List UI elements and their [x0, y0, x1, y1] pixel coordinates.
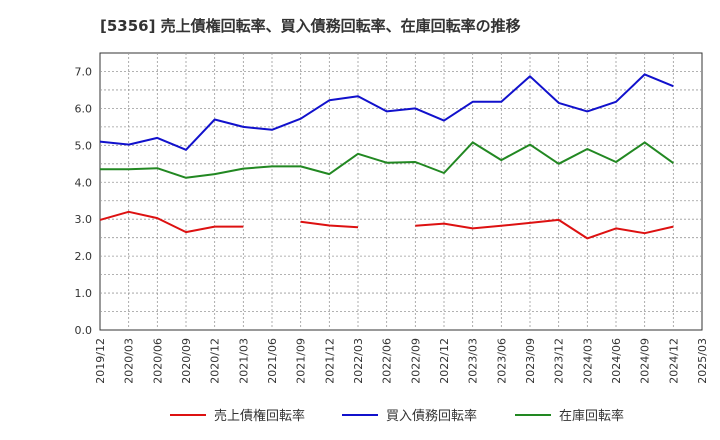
legend: 売上債権回転率 買入債務回転率 在庫回転率 [170, 408, 624, 424]
y-tick-label: 3.0 [75, 213, 93, 226]
series-line-0 [300, 220, 359, 229]
x-tick-label: 2021/12 [323, 338, 336, 384]
series-line-0 [99, 210, 244, 234]
legend-label: 買入債務回転率 [386, 408, 477, 424]
x-tick-label: 2022/09 [409, 338, 422, 384]
legend-label: 在庫回転率 [559, 408, 624, 424]
chart-title: [5356] 売上債権回転率、買入債務回転率、在庫回転率の推移 [100, 17, 521, 35]
x-axis: 2019/12 2020/03 2020/06 2020/09 2020/12 2021/… [94, 338, 709, 384]
y-tick-label: 5.0 [75, 139, 93, 152]
x-tick-label: 2021/09 [295, 338, 308, 384]
y-tick-label: 7.0 [75, 65, 93, 78]
grid [100, 53, 702, 330]
x-tick-label: 2022/03 [352, 338, 365, 384]
x-tick-label: 2022/06 [381, 338, 394, 384]
x-tick-label: 2023/09 [524, 338, 537, 384]
series-line-1 [99, 73, 674, 151]
x-tick-label: 2019/12 [94, 338, 107, 384]
x-tick-label: 2023/06 [495, 338, 508, 384]
y-axis: 0.0 1.0 2.0 3.0 4.0 5.0 6.0 7.0 [75, 65, 93, 337]
x-tick-label: 2022/12 [438, 338, 451, 384]
plot-area [99, 52, 703, 331]
y-tick-label: 0.0 [75, 324, 93, 337]
y-tick-label: 2.0 [75, 250, 93, 263]
x-tick-label: 2025/03 [696, 338, 709, 384]
x-tick-label: 2023/12 [553, 338, 566, 384]
x-tick-label: 2024/06 [610, 338, 623, 384]
x-tick-label: 2024/09 [639, 338, 652, 384]
x-tick-label: 2024/03 [581, 338, 594, 384]
x-tick-label: 2024/12 [667, 338, 680, 384]
x-tick-label: 2021/03 [237, 338, 250, 384]
y-tick-label: 6.0 [75, 102, 93, 115]
x-tick-label: 2020/12 [209, 338, 222, 384]
x-tick-label: 2020/03 [123, 338, 136, 384]
series-line-0 [415, 218, 674, 240]
x-tick-label: 2020/06 [151, 338, 164, 384]
series-group [99, 73, 674, 240]
y-tick-label: 4.0 [75, 176, 93, 189]
x-tick-label: 2020/09 [180, 338, 193, 384]
y-tick-label: 1.0 [75, 287, 93, 300]
x-tick-label: 2021/06 [266, 338, 279, 384]
legend-label: 売上債権回転率 [214, 408, 305, 424]
series-line-2 [100, 141, 674, 179]
x-tick-label: 2023/03 [467, 338, 480, 384]
